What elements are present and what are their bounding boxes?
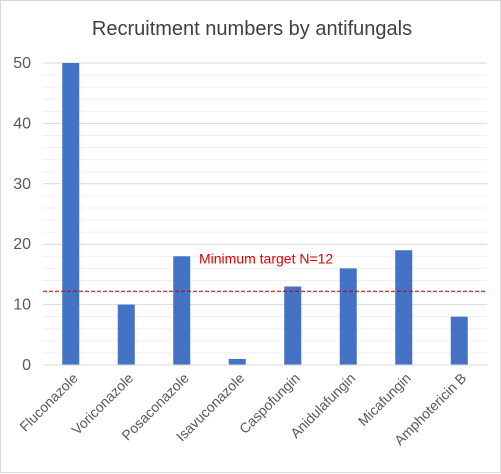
gridlines	[43, 62, 487, 366]
chart-title: Recruitment numbers by antifungals	[92, 18, 412, 40]
bar-amphotericin-b	[450, 316, 468, 365]
bar-voriconazole	[117, 304, 135, 365]
bar-anidulafungin	[339, 268, 357, 365]
bar-isavuconazole	[228, 358, 246, 365]
y-tick-label: 10	[13, 297, 31, 314]
y-tick-label: 0	[22, 357, 31, 374]
y-tick-label: 50	[13, 55, 31, 72]
bar-micafungin	[395, 250, 413, 365]
x-axis-ticks: FluconazoleVoriconazolePosaconazoleIsavu…	[16, 370, 469, 449]
reference-line-label: Minimum target N=12	[199, 250, 333, 266]
y-tick-label: 40	[13, 115, 31, 132]
bar-caspofungin	[284, 286, 302, 365]
y-tick-label: 20	[13, 236, 31, 253]
bars	[43, 63, 487, 366]
y-tick-label: 30	[13, 176, 31, 193]
reference-line-group: Minimum target N=12	[43, 250, 487, 292]
x-tick-label: Micafungin	[355, 370, 414, 429]
bar-posaconazole	[173, 256, 191, 365]
y-axis-ticks: 0 10 20 30 40 50	[13, 55, 31, 374]
bar-fluconazole	[62, 63, 80, 365]
